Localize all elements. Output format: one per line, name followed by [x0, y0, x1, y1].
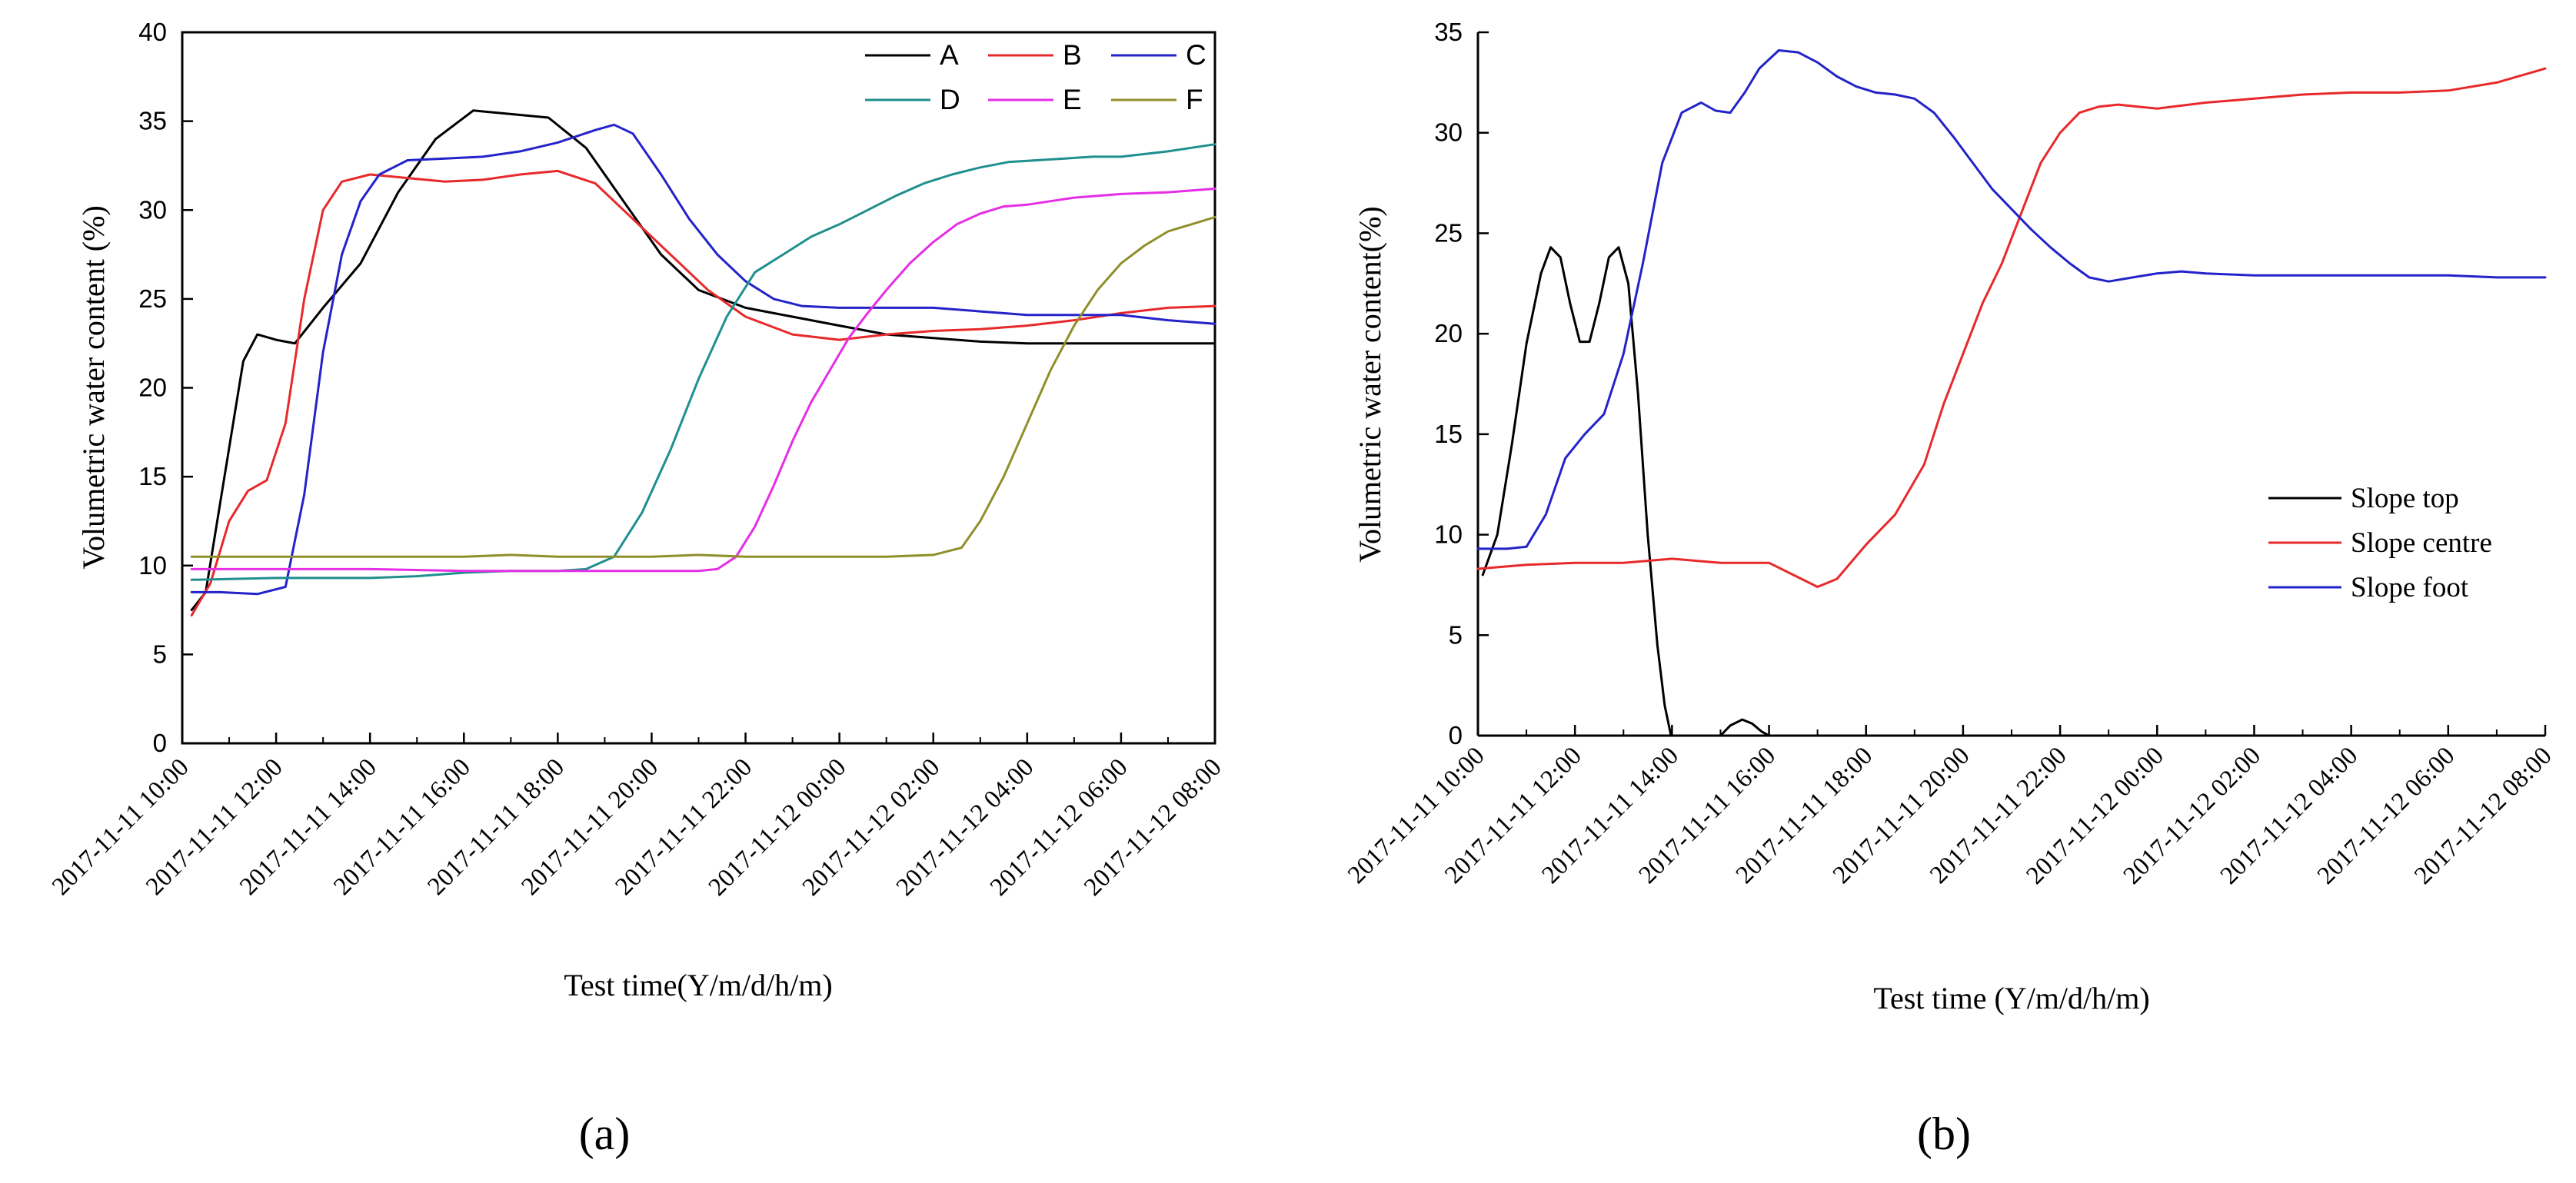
- legend-item-b-slope-foot: Slope foot: [2268, 572, 2469, 603]
- legend-label: F: [1186, 84, 1203, 115]
- y-tick-label-b-5: 25: [1434, 218, 1463, 247]
- y-tick-label-a-1: 5: [153, 640, 167, 668]
- series-line-a-b: [190, 169, 1216, 616]
- y-tick-label-b-0: 0: [1449, 721, 1463, 749]
- y-tick-label-a-0: 0: [153, 729, 167, 757]
- y-axis-label-b: Volumetric water content(%): [1353, 206, 1387, 563]
- legend-item-a-f: F: [1111, 84, 1203, 115]
- y-tick-label-b-1: 5: [1449, 620, 1463, 649]
- y-tick-label-a-6: 30: [138, 195, 167, 224]
- series-line-b-slope-top: [1481, 246, 1672, 737]
- legend-item-a-a: A: [865, 39, 959, 71]
- legend-label: D: [940, 84, 960, 115]
- legend-label: Slope centre: [2351, 527, 2492, 559]
- series-line-b-slope-centre: [1476, 67, 2547, 588]
- plot-frame-a: [181, 31, 1216, 745]
- y-tick-label-a-2: 10: [138, 551, 167, 580]
- y-tick-label-b-6: 30: [1434, 118, 1463, 147]
- series-line-a-e: [190, 188, 1216, 573]
- series-line-b-slope-foot: [1476, 49, 2547, 550]
- legend-label: E: [1063, 84, 1082, 115]
- legend-item-a-c: C: [1111, 39, 1206, 71]
- y-tick-label-a-8: 40: [138, 18, 167, 46]
- legend-item-a-e: E: [988, 84, 1082, 115]
- y-tick-label-b-2: 10: [1434, 520, 1463, 549]
- y-axis-label-a: Volumetric water content (%): [76, 205, 111, 570]
- y-tick-label-b-3: 15: [1434, 420, 1463, 448]
- series-line-a-a: [190, 109, 1216, 612]
- y-tick-label-a-5: 25: [138, 284, 167, 313]
- panel-label-a: (a): [579, 1108, 631, 1159]
- legend-item-b-slope-centre: Slope centre: [2268, 527, 2492, 559]
- legend-item-a-d: D: [865, 84, 960, 115]
- legend-item-a-b: B: [988, 39, 1082, 71]
- y-tick-label-b-4: 20: [1434, 319, 1463, 347]
- legend-label: A: [940, 39, 959, 71]
- y-tick-label-a-3: 15: [138, 462, 167, 490]
- y-tick-label-a-7: 35: [138, 107, 167, 135]
- x-axis-label-b: Test time (Y/m/d/h/m): [1873, 981, 2149, 1015]
- y-tick-label-a-4: 20: [138, 374, 167, 402]
- y-tick-label-b-7: 35: [1434, 18, 1463, 46]
- x-axis-label-a: Test time(Y/m/d/h/m): [564, 968, 832, 1002]
- legend-label: Slope top: [2351, 483, 2459, 514]
- legend-label: B: [1063, 39, 1082, 71]
- series-line-a-f: [190, 216, 1216, 558]
- legend-label: Slope foot: [2351, 572, 2469, 603]
- series-line-a-c: [190, 123, 1216, 596]
- legend-label: C: [1186, 39, 1206, 71]
- legend-item-b-slope-top: Slope top: [2268, 483, 2459, 514]
- series-line-a-d: [190, 143, 1216, 581]
- series-line-b-slope-top-part2: [1719, 718, 1770, 737]
- panel-label-b: (b): [1917, 1108, 1971, 1159]
